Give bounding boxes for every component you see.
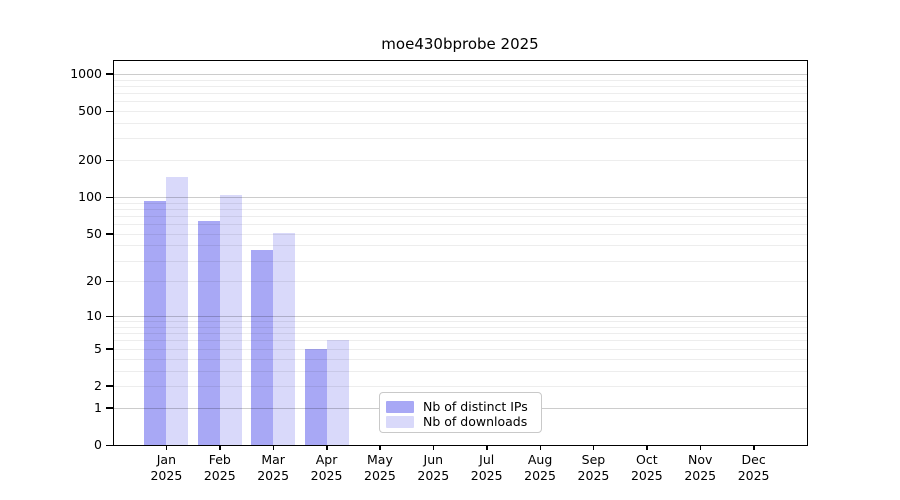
gridline-minor xyxy=(113,370,807,372)
gridline-minor xyxy=(113,333,807,335)
gridline-major xyxy=(113,316,807,318)
legend: Nb of distinct IPs Nb of downloads xyxy=(379,392,542,433)
legend-swatch-downloads xyxy=(386,415,414,428)
x-tick xyxy=(379,445,381,450)
y-axis-tick-label: 1 xyxy=(94,399,102,415)
bar-downloads xyxy=(166,176,189,445)
legend-label-distinct-ips: Nb of distinct IPs xyxy=(423,399,528,414)
y-tick xyxy=(106,385,113,387)
y-tick xyxy=(106,159,113,162)
legend-label-downloads: Nb of downloads xyxy=(423,414,528,429)
gridline-minor xyxy=(113,122,807,124)
gridline-minor xyxy=(113,111,807,113)
x-axis-tick-label: Feb 2025 xyxy=(203,452,236,483)
bar-downloads xyxy=(273,232,296,445)
x-axis-tick-label: Dec 2025 xyxy=(737,452,770,483)
x-tick xyxy=(219,445,221,450)
y-tick xyxy=(106,348,113,350)
y-axis-tick-label: 50 xyxy=(86,225,102,241)
x-tick xyxy=(165,445,168,450)
y-axis-tick-label: 20 xyxy=(86,273,102,289)
gridline-major xyxy=(113,197,807,199)
x-axis-tick-label: Jan 2025 xyxy=(150,452,183,483)
x-axis-tick-label: Oct 2025 xyxy=(630,452,663,483)
x-axis-tick-label: Jul 2025 xyxy=(470,452,503,483)
y-tick xyxy=(106,315,113,318)
gridline-major xyxy=(113,73,807,75)
gridline-minor xyxy=(113,348,807,350)
x-tick xyxy=(539,445,542,450)
chart-title: moe430bprobe 2025 xyxy=(381,35,539,53)
gridline-minor xyxy=(113,260,807,262)
gridline-minor xyxy=(113,92,807,94)
y-tick xyxy=(106,407,113,409)
bar-distinct-ips xyxy=(251,249,274,445)
gridline-minor xyxy=(113,281,807,283)
x-axis-tick-label: Jun 2025 xyxy=(417,452,450,483)
gridline-minor xyxy=(113,101,807,103)
y-tick xyxy=(106,444,113,446)
x-tick xyxy=(272,445,275,450)
x-tick xyxy=(432,445,435,450)
y-axis-tick-label: 2 xyxy=(94,377,102,393)
gridline-minor xyxy=(113,160,807,162)
legend-swatch-distinct-ips xyxy=(386,400,414,413)
x-tick xyxy=(592,445,595,450)
bar-distinct-ips xyxy=(304,348,327,445)
gridline-minor xyxy=(113,208,807,210)
bar-distinct-ips xyxy=(144,200,167,445)
gridline-minor xyxy=(113,321,807,323)
y-axis-tick-label: 100 xyxy=(78,189,102,205)
gridline-minor xyxy=(113,79,807,81)
bar-distinct-ips xyxy=(197,220,220,445)
y-tick xyxy=(106,196,113,199)
y-tick xyxy=(106,280,113,283)
gridline-minor xyxy=(113,358,807,360)
x-axis-tick-label: Aug 2025 xyxy=(524,452,556,483)
y-tick xyxy=(106,233,113,235)
x-tick xyxy=(699,445,702,450)
x-axis-tick-label: May 2025 xyxy=(364,452,396,483)
gridline-minor xyxy=(113,224,807,226)
x-axis-tick-label: Apr 2025 xyxy=(310,452,343,483)
y-axis-tick-label: 1000 xyxy=(70,65,102,81)
x-axis-tick-label: Nov 2025 xyxy=(684,452,717,483)
gridline-minor xyxy=(113,233,807,235)
y-axis-tick-label: 200 xyxy=(78,152,102,168)
gridline-minor xyxy=(113,215,807,217)
gridline-minor xyxy=(113,138,807,140)
y-axis-tick-label: 500 xyxy=(78,103,102,119)
y-tick xyxy=(106,73,113,75)
x-axis-tick-label: Sep 2025 xyxy=(577,452,610,483)
x-tick xyxy=(486,445,488,450)
x-tick xyxy=(753,445,755,450)
y-axis-tick-label: 0 xyxy=(94,437,102,452)
bar-downloads xyxy=(219,194,242,445)
legend-entry-downloads: Nb of downloads xyxy=(386,414,532,429)
gridline-minor xyxy=(113,340,807,342)
plot-area-border xyxy=(113,60,808,446)
gridline-minor xyxy=(113,385,807,387)
gridline-minor xyxy=(113,245,807,247)
y-axis-tick-label: 10 xyxy=(86,308,102,324)
x-axis-tick-label: Mar 2025 xyxy=(257,452,290,483)
bar-downloads xyxy=(326,340,349,445)
gridline-minor xyxy=(113,326,807,328)
gridline-minor xyxy=(113,85,807,87)
y-axis-tick-label: 5 xyxy=(94,340,102,356)
y-tick xyxy=(106,110,113,113)
gridline-minor xyxy=(113,202,807,204)
x-tick xyxy=(326,445,328,450)
legend-entry-distinct-ips: Nb of distinct IPs xyxy=(386,399,532,414)
x-tick xyxy=(646,445,648,450)
